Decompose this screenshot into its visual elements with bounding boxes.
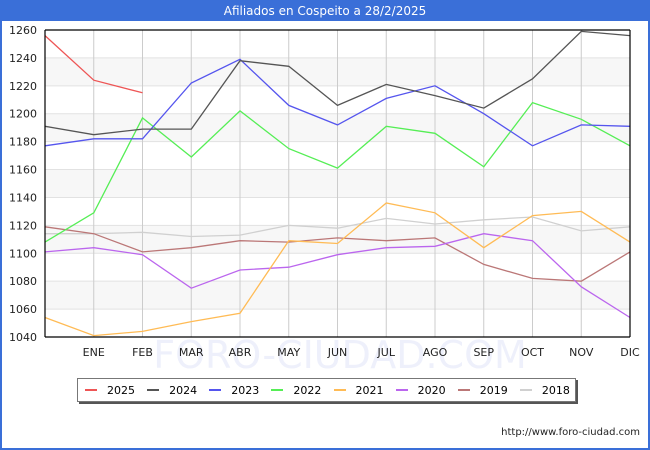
legend-swatch bbox=[85, 389, 97, 391]
series-line-2019 bbox=[44, 226, 631, 282]
legend-label: 2025 bbox=[107, 383, 135, 397]
y-tick-label: 1120 bbox=[9, 219, 37, 232]
legend-label: 2018 bbox=[541, 383, 570, 397]
y-tick-label: 1060 bbox=[9, 303, 37, 316]
y-tick-label: 1040 bbox=[9, 331, 37, 344]
legend-item-2020: 2020 bbox=[394, 384, 451, 397]
series-line-2020 bbox=[44, 233, 631, 319]
legend-swatch bbox=[457, 389, 470, 391]
legend-label: 2023 bbox=[231, 383, 260, 397]
y-tick-label: 1180 bbox=[9, 136, 37, 149]
y-tick-label: 1240 bbox=[9, 52, 37, 65]
legend-label: 2022 bbox=[293, 383, 322, 397]
x-tick-label: OCT bbox=[521, 346, 544, 359]
series-line-2021 bbox=[44, 202, 631, 337]
x-tick-label: SEP bbox=[473, 346, 494, 359]
x-tick-label: ENE bbox=[83, 346, 105, 359]
watermark: FORO-CIUDAD.COM bbox=[153, 333, 527, 377]
x-tick-label: MAR bbox=[179, 346, 204, 359]
legend-item-2024: 2024 bbox=[145, 384, 202, 397]
y-tick-label: 1080 bbox=[9, 275, 37, 288]
series-line-2018 bbox=[45, 216, 631, 238]
y-tick-labels: 1040 1060 1080 1100 1120 1140 1160 1180 1200 1220… bbox=[9, 24, 37, 344]
chart-title: Afiliados en Cospeito a 28/2/2025 bbox=[223, 4, 427, 18]
x-tick-labels: ENE FEB MAR ABR MAY JUN JUL AGO SEP OCT NOV DIC bbox=[83, 346, 640, 359]
source-url: http://www.foro-ciudad.com bbox=[501, 427, 640, 438]
legend-swatch bbox=[395, 389, 408, 391]
legend-item-2018: 2018 bbox=[518, 384, 575, 397]
legend-label: 2021 bbox=[355, 383, 384, 397]
x-tick-label: ABR bbox=[229, 346, 252, 359]
legend-swatch bbox=[271, 389, 284, 391]
x-tick-label: DIC bbox=[620, 346, 640, 359]
y-tick-label: 1200 bbox=[9, 108, 37, 121]
y-tick-label: 1160 bbox=[9, 164, 37, 177]
series-line-2025 bbox=[44, 35, 143, 94]
legend-item-2025: 2025 bbox=[83, 384, 140, 397]
series-line-2024 bbox=[44, 30, 631, 136]
series-line-2023 bbox=[44, 58, 631, 147]
y-tick-label: 1220 bbox=[9, 80, 37, 93]
x-tick-label: JUL bbox=[377, 346, 396, 359]
legend-label: 2020 bbox=[417, 383, 446, 397]
legend-swatch bbox=[333, 389, 346, 391]
gridlines bbox=[45, 29, 630, 338]
legend-item-2019: 2019 bbox=[456, 384, 513, 397]
y-tick-label: 1260 bbox=[9, 24, 37, 37]
legend-swatch bbox=[147, 389, 160, 391]
x-tick-label: AGO bbox=[423, 346, 448, 359]
legend: 2025 2024 2023 2022 2021 2020 2019 2018 bbox=[77, 378, 576, 402]
y-tick-label: 1100 bbox=[9, 247, 37, 260]
x-tick-label: MAY bbox=[277, 346, 300, 359]
legend-swatch bbox=[519, 389, 532, 391]
series-line-2022 bbox=[44, 101, 631, 243]
legend-swatch bbox=[209, 389, 222, 391]
legend-item-2022: 2022 bbox=[269, 384, 326, 397]
legend-item-2023: 2023 bbox=[207, 384, 264, 397]
legend-label: 2019 bbox=[479, 383, 508, 397]
series-lines bbox=[44, 30, 631, 337]
axes bbox=[44, 29, 631, 338]
x-tick-label: FEB bbox=[132, 346, 153, 359]
legend-item-2021: 2021 bbox=[332, 384, 389, 397]
legend-label: 2024 bbox=[169, 383, 198, 397]
y-tick-label: 1140 bbox=[9, 191, 37, 204]
x-tick-label: JUN bbox=[327, 346, 348, 359]
x-tick-label: NOV bbox=[569, 346, 594, 359]
